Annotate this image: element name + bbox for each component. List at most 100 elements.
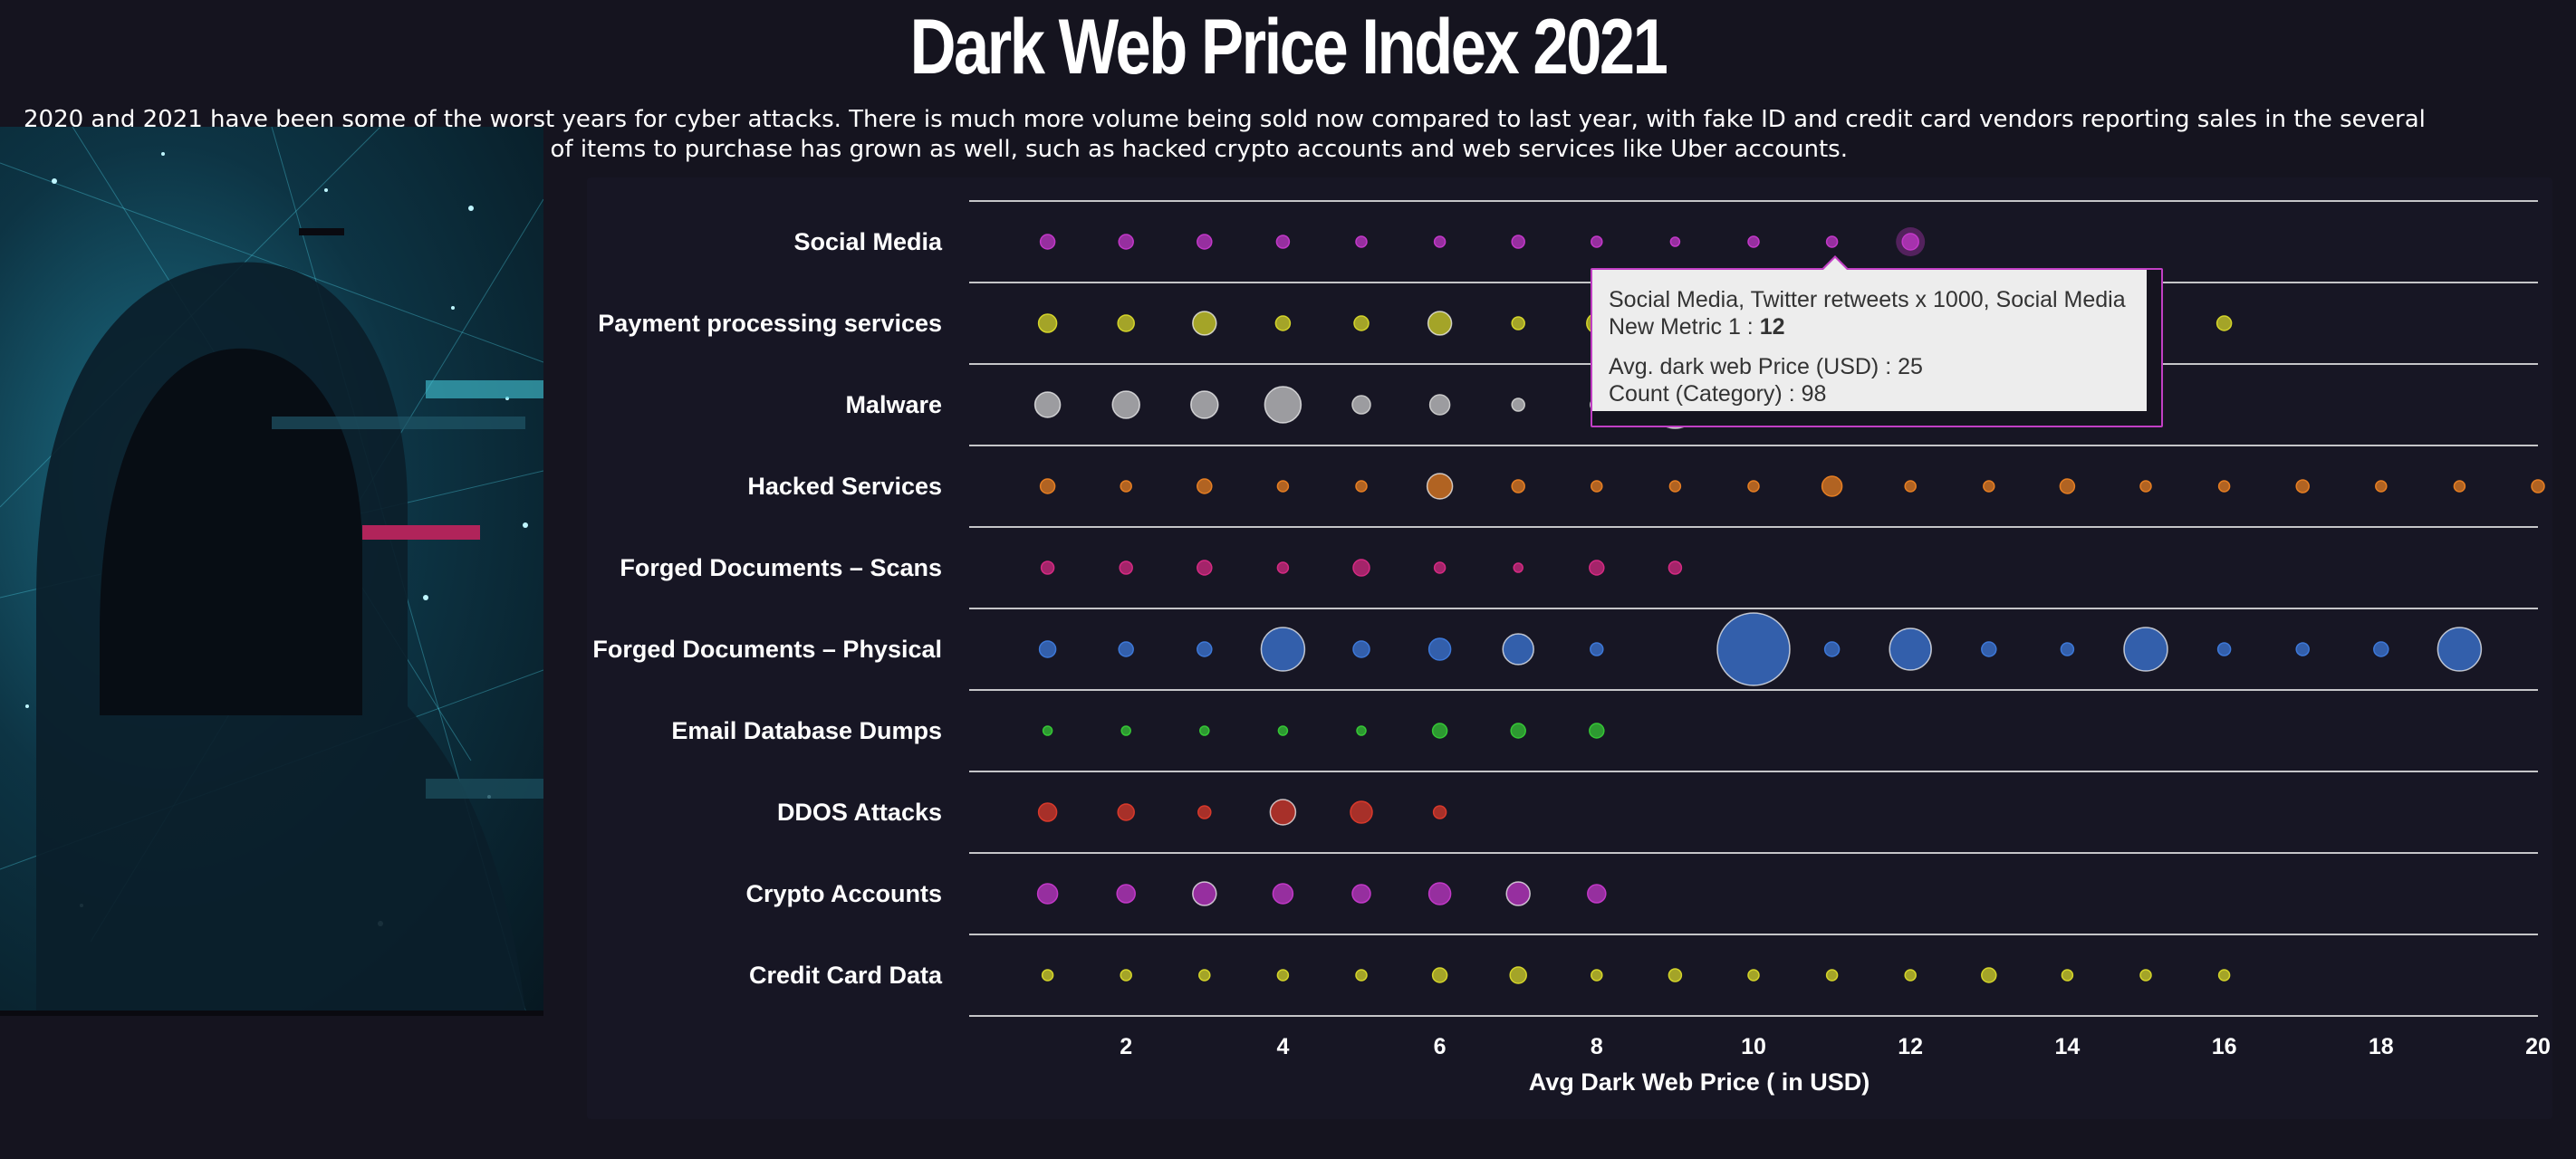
data-point[interactable] <box>1587 884 1607 904</box>
data-point[interactable] <box>1591 969 1603 982</box>
data-point[interactable] <box>1668 560 1683 575</box>
data-point[interactable] <box>2295 479 2310 493</box>
data-point[interactable] <box>1276 480 1290 493</box>
data-point[interactable] <box>1197 560 1213 576</box>
data-point[interactable] <box>1433 561 1447 574</box>
data-point[interactable] <box>1277 725 1289 736</box>
data-point[interactable] <box>1981 641 1997 657</box>
data-point[interactable] <box>1119 560 1133 575</box>
data-point[interactable] <box>2373 641 2389 657</box>
data-point[interactable] <box>1192 311 1217 336</box>
data-point[interactable] <box>2295 642 2310 656</box>
data-point[interactable] <box>1511 398 1525 412</box>
data-point[interactable] <box>1037 802 1058 822</box>
data-point[interactable] <box>1260 627 1306 672</box>
data-point[interactable] <box>2216 315 2233 331</box>
data-point[interactable] <box>1505 881 1531 906</box>
data-point[interactable] <box>1823 641 1841 657</box>
data-point[interactable] <box>1120 725 1131 736</box>
data-point[interactable] <box>2059 478 2076 494</box>
data-point[interactable] <box>1825 969 1839 982</box>
data-point[interactable] <box>1118 234 1134 250</box>
data-point[interactable] <box>1821 475 1843 497</box>
data-point[interactable] <box>1199 725 1210 736</box>
data-point[interactable] <box>2453 480 2466 493</box>
data-point[interactable] <box>1118 641 1134 657</box>
data-point[interactable] <box>1510 723 1526 739</box>
data-point[interactable] <box>1116 884 1136 904</box>
data-point[interactable] <box>1427 882 1452 905</box>
data-point[interactable] <box>1038 640 1057 658</box>
data-point[interactable] <box>2217 969 2231 982</box>
data-point[interactable] <box>2375 480 2388 493</box>
data-point[interactable] <box>1668 968 1683 982</box>
data-point[interactable] <box>2123 627 2168 672</box>
data-point[interactable] <box>1037 313 1058 333</box>
data-point[interactable] <box>1513 562 1523 573</box>
data-point[interactable] <box>1590 642 1604 656</box>
data-point[interactable] <box>1039 478 1056 494</box>
data-point[interactable] <box>1747 235 1760 248</box>
data-point[interactable] <box>1198 969 1211 982</box>
data-point[interactable] <box>1111 390 1140 419</box>
data-point[interactable] <box>1511 479 1525 493</box>
data-point[interactable] <box>1432 805 1447 819</box>
data-point[interactable] <box>1669 236 1681 247</box>
data-point[interactable] <box>1040 560 1055 575</box>
data-point[interactable] <box>1352 559 1370 577</box>
data-point[interactable] <box>1427 637 1452 661</box>
data-point[interactable] <box>1901 233 1919 251</box>
data-point[interactable] <box>1716 612 1791 686</box>
data-point[interactable] <box>1356 725 1367 736</box>
data-point[interactable] <box>1355 480 1368 493</box>
data-point[interactable] <box>2061 969 2074 982</box>
data-point[interactable] <box>1904 480 1917 493</box>
data-point[interactable] <box>1197 805 1212 819</box>
data-point[interactable] <box>1120 969 1132 982</box>
data-point[interactable] <box>1668 480 1682 493</box>
data-point[interactable] <box>2216 642 2232 656</box>
data-point[interactable] <box>1117 803 1135 821</box>
data-point[interactable] <box>1904 969 1917 982</box>
data-point[interactable] <box>1591 235 1603 248</box>
data-point[interactable] <box>1426 473 1454 500</box>
data-point[interactable] <box>1589 560 1605 576</box>
data-point[interactable] <box>1190 390 1219 419</box>
data-point[interactable] <box>2139 480 2152 493</box>
data-point[interactable] <box>1351 884 1371 904</box>
data-point[interactable] <box>1747 480 1760 493</box>
data-point[interactable] <box>1197 641 1213 657</box>
data-point[interactable] <box>1981 967 1997 983</box>
data-point[interactable] <box>1272 883 1294 905</box>
data-point[interactable] <box>1351 395 1371 415</box>
data-point[interactable] <box>1042 725 1053 736</box>
data-point[interactable] <box>1120 480 1132 493</box>
data-point[interactable] <box>1591 480 1603 493</box>
data-point[interactable] <box>1509 966 1527 984</box>
data-point[interactable] <box>2060 642 2075 656</box>
data-point[interactable] <box>1427 311 1453 336</box>
data-point[interactable] <box>2139 969 2152 982</box>
data-point[interactable] <box>1275 235 1291 249</box>
data-point[interactable] <box>1274 315 1292 331</box>
data-point[interactable] <box>1511 235 1525 249</box>
data-point[interactable] <box>1825 235 1839 248</box>
data-point[interactable] <box>1276 561 1290 574</box>
data-point[interactable] <box>1355 235 1368 248</box>
data-point[interactable] <box>1197 234 1213 250</box>
data-point[interactable] <box>1353 315 1370 331</box>
data-point[interactable] <box>1264 386 1302 424</box>
data-point[interactable] <box>1036 883 1059 905</box>
data-point[interactable] <box>1889 627 1932 671</box>
data-point[interactable] <box>1350 800 1373 824</box>
data-point[interactable] <box>2531 479 2545 493</box>
data-point[interactable] <box>1747 969 1760 982</box>
data-point[interactable] <box>1033 391 1062 418</box>
data-point[interactable] <box>1428 394 1451 416</box>
data-point[interactable] <box>2217 480 2231 493</box>
data-point[interactable] <box>1041 969 1054 982</box>
data-point[interactable] <box>1589 723 1605 739</box>
data-point[interactable] <box>1117 314 1135 332</box>
data-point[interactable] <box>1197 478 1213 494</box>
data-point[interactable] <box>1983 480 1995 493</box>
